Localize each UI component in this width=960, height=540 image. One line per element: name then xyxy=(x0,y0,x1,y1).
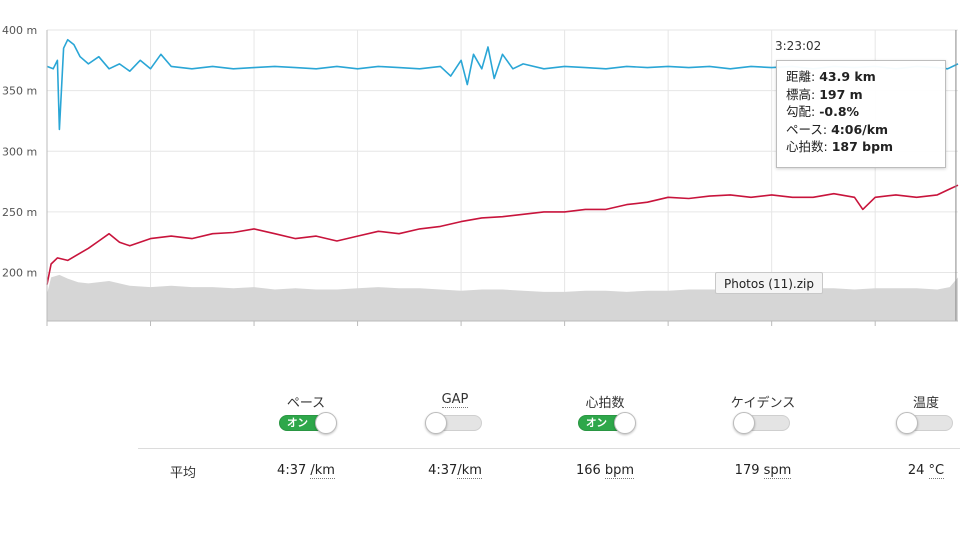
data-tooltip: 距離: 43.9 km 標高: 197 m 勾配: -0.8% ペース: 4:0… xyxy=(776,60,946,168)
pace-toggle-text: オン xyxy=(287,417,308,429)
y-tick-label: 400 m xyxy=(2,24,37,37)
gap-toggle-knob[interactable] xyxy=(425,412,447,434)
y-tick-label: 300 m xyxy=(2,145,37,158)
series-elevation-area xyxy=(47,274,958,321)
pace-toggle-knob[interactable] xyxy=(315,412,337,434)
avg-heart-rate: 166 bpm xyxy=(575,463,635,479)
tooltip-distance-row: 距離: 43.9 km xyxy=(786,69,876,84)
heart-rate-toggle-knob[interactable] xyxy=(614,412,636,434)
metric-heart-rate-label: 心拍数 xyxy=(585,396,625,411)
metric-gap: GAP xyxy=(395,392,515,434)
heart-rate-toggle-text: オン xyxy=(586,417,607,429)
cursor-time-label: 3:23:02 xyxy=(775,39,822,53)
gap-toggle[interactable] xyxy=(425,412,482,434)
metric-pace-label: ペース xyxy=(286,396,326,411)
cadence-toggle-knob[interactable] xyxy=(733,412,755,434)
metric-gap-label: GAP xyxy=(441,392,469,408)
tooltip-pace-row: ペース: 4:06/km xyxy=(786,121,889,137)
file-hover-tooltip: Photos (11).zip xyxy=(715,272,823,294)
y-tick-label: 200 m xyxy=(2,267,37,280)
stream-controls: ペース オン GAP 心拍数 オン ケイデンス 温度 平均 xyxy=(0,392,960,502)
avg-pace: 4:37 /km xyxy=(277,463,335,479)
pace-toggle[interactable]: オン xyxy=(279,412,337,434)
metric-cadence: ケイデンス xyxy=(703,392,823,434)
metric-temperature: 温度 xyxy=(866,392,960,434)
series-layer xyxy=(46,38,959,321)
x-axis-ticks: 0.0 km5.0 km10.0 km15.0 km20.0 km25.0 km… xyxy=(46,321,876,326)
average-row-label: 平均 xyxy=(170,466,197,481)
metric-heart-rate: 心拍数 オン xyxy=(545,392,665,434)
activity-chart[interactable]: 0.0 km5.0 km10.0 km15.0 km20.0 km25.0 km… xyxy=(0,0,960,330)
metric-temperature-label: 温度 xyxy=(912,396,939,411)
avg-gap: 4:37/km xyxy=(428,463,482,479)
tooltip-elevation-row: 標高: 197 m xyxy=(786,86,863,102)
y-tick-label: 350 m xyxy=(2,85,37,98)
tooltip-grade-row: 勾配: -0.8% xyxy=(786,104,860,119)
averages-divider xyxy=(138,448,960,449)
y-axis-ticks: 200 m 250 m 300 m 350 m 400 m xyxy=(2,24,37,280)
avg-cadence: 179 spm xyxy=(734,463,792,479)
temperature-toggle[interactable] xyxy=(896,412,953,434)
series-heart_rate-line xyxy=(46,184,959,285)
cadence-toggle[interactable] xyxy=(733,412,790,434)
metric-pace: ペース オン xyxy=(246,392,366,434)
series-pace-line xyxy=(46,38,959,131)
metric-cadence-label: ケイデンス xyxy=(730,396,796,411)
tooltip-heart-rate-row: 心拍数: 187 bpm xyxy=(786,139,894,154)
heart-rate-toggle[interactable]: オン xyxy=(578,412,636,434)
avg-temperature: 24 °C xyxy=(907,463,945,479)
vertical-gridlines xyxy=(150,30,876,321)
temperature-toggle-knob[interactable] xyxy=(896,412,918,434)
y-tick-label: 250 m xyxy=(2,206,37,219)
